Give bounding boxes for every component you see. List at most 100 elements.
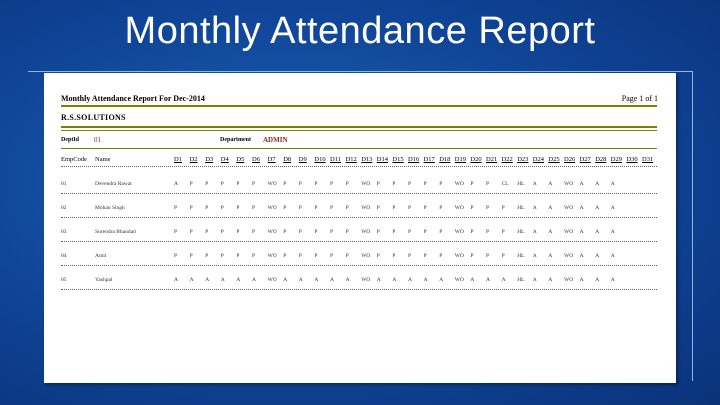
attendance-cell: A <box>376 277 381 283</box>
attendance-cell: P <box>376 205 380 211</box>
attendance-cell: A <box>595 277 600 283</box>
attendance-cell: A <box>579 205 584 211</box>
attendance-cell: A <box>283 277 288 283</box>
company-rule-bottom <box>61 130 657 131</box>
attendance-cell: P <box>252 253 256 259</box>
attendance-cell: WO <box>267 229 277 235</box>
attendance-cell: P <box>486 253 490 259</box>
attendance-cell: A <box>579 277 584 283</box>
attendance-cell: P <box>252 181 256 187</box>
attendance-cell: P <box>252 205 256 211</box>
attendance-cell: P <box>189 205 193 211</box>
attendance-cell: A <box>205 277 210 283</box>
attendance-cell: WO <box>267 181 277 187</box>
attendance-cell: WO <box>564 229 574 235</box>
attendance-cell: P <box>501 229 505 235</box>
emp-code-header: EmpCode <box>61 156 87 163</box>
attendance-cell: WO <box>454 253 464 259</box>
attendance-cell: P <box>205 229 209 235</box>
attendance-cell: P <box>283 181 287 187</box>
attendance-cell: A <box>595 205 600 211</box>
day-header-20: D20 <box>470 156 482 163</box>
attendance-cell: A <box>532 277 537 283</box>
day-header-8: D8 <box>283 156 292 163</box>
attendance-cell: P <box>423 205 427 211</box>
attendance-cell: A <box>579 229 584 235</box>
attendance-cell: P <box>470 205 474 211</box>
attendance-cell: WO <box>454 181 464 187</box>
table-row: 03 Surendra Bhandari P P P P P P WO P P P P P WO P P P P P W… <box>44 229 676 239</box>
day-header-7: D7 <box>267 156 276 163</box>
day-header-6: D6 <box>252 156 260 163</box>
day-header-23: D23 <box>517 156 529 163</box>
attendance-cell: WO <box>454 229 464 235</box>
attendance-cell: P <box>376 181 380 187</box>
day-header-13: D13 <box>361 156 373 163</box>
attendance-cell: WO <box>361 253 371 259</box>
day-header-1: D1 <box>174 156 182 163</box>
day-header-31: D31 <box>642 156 654 163</box>
attendance-cell: P <box>298 181 302 187</box>
attendance-cell: A <box>532 229 537 235</box>
attendance-cell: WO <box>267 277 277 283</box>
day-header-11: D11 <box>330 156 341 163</box>
row-divider <box>61 193 657 194</box>
employee-name-cell: Yashpal <box>95 277 113 283</box>
attendance-cell: WO <box>564 253 574 259</box>
emp-code-cell: 05 <box>61 277 67 283</box>
attendance-cell: P <box>220 253 224 259</box>
attendance-cell: A <box>548 277 553 283</box>
attendance-cell: P <box>330 181 334 187</box>
attendance-cell: P <box>392 205 396 211</box>
attendance-cell: P <box>392 253 396 259</box>
attendance-cell: WO <box>564 277 574 283</box>
emp-code-cell: 04 <box>61 253 67 259</box>
attendance-cell: P <box>205 181 209 187</box>
attendance-cell: P <box>392 181 396 187</box>
emp-code-cell: 02 <box>61 205 67 211</box>
attendance-cell: A <box>532 205 537 211</box>
attendance-cell: A <box>439 277 444 283</box>
company-name: R.S.SOLUTIONS <box>61 113 126 122</box>
attendance-cell: A <box>610 277 615 283</box>
attendance-cell: A <box>610 181 615 187</box>
attendance-cell: P <box>486 181 490 187</box>
attendance-cell: P <box>330 253 334 259</box>
name-header: Name <box>95 156 111 163</box>
attendance-cell: A <box>236 277 241 283</box>
attendance-cell: A <box>595 181 600 187</box>
attendance-cell: WO <box>361 205 371 211</box>
attendance-cell: P <box>236 229 240 235</box>
attendance-cell: P <box>283 229 287 235</box>
attendance-cell: P <box>330 229 334 235</box>
attendance-cell: P <box>470 253 474 259</box>
attendance-cell: A <box>595 253 600 259</box>
attendance-cell: A <box>610 253 615 259</box>
attendance-cell: A <box>501 277 506 283</box>
day-header-14: D14 <box>376 156 388 163</box>
attendance-cell: WO <box>267 205 277 211</box>
attendance-cell: P <box>314 205 318 211</box>
row-divider <box>61 241 657 242</box>
attendance-cell: P <box>252 229 256 235</box>
column-header-row: EmpCode Name D1 D2 D3 D4 D5 D6 D7 D8 D9 D10 D11 D12… <box>44 156 676 166</box>
attendance-cell: P <box>408 253 412 259</box>
row-divider <box>61 217 657 218</box>
attendance-cell: P <box>439 253 443 259</box>
table-row: 05 Yashpal A A A A A A WO A A A A A WO A A A A A WO A A A HL A A WO… <box>44 277 676 287</box>
attendance-cell: P <box>345 229 349 235</box>
attendance-cell: P <box>283 253 287 259</box>
attendance-cell: P <box>298 253 302 259</box>
employee-name-cell: Amit <box>95 253 107 259</box>
day-header-19: D19 <box>454 156 466 163</box>
attendance-cell: A <box>486 277 490 283</box>
department-value: ADMIN <box>263 136 288 144</box>
attendance-cell: A <box>408 277 412 283</box>
attendance-cell: P <box>314 229 318 235</box>
day-header-18: D18 <box>439 156 451 163</box>
emp-code-cell: 03 <box>61 229 67 235</box>
attendance-cell: P <box>220 181 224 187</box>
day-header-5: D5 <box>236 156 245 163</box>
employee-name-cell: Surendra Bhandari <box>95 229 137 235</box>
frame-border-right <box>692 71 693 381</box>
